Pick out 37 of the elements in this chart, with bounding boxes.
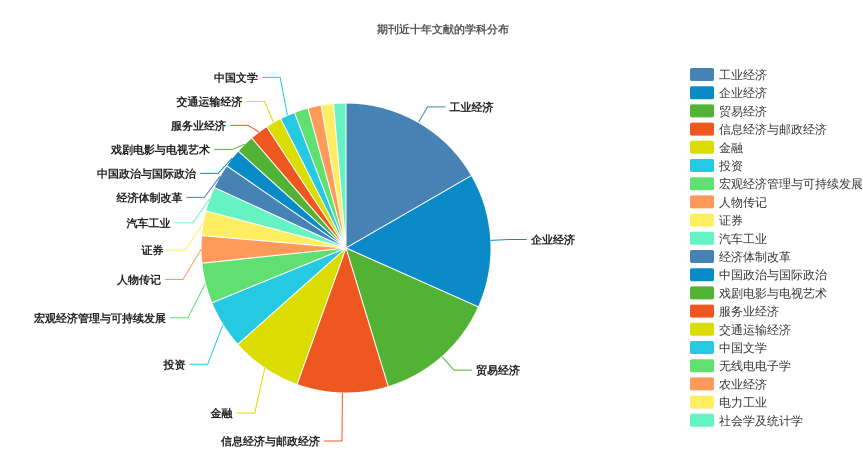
slice-label: 贸易经济 xyxy=(476,364,520,378)
slice-label: 中国政治与国际政治 xyxy=(97,167,198,180)
slice-label: 投资 xyxy=(162,358,186,372)
legend-label: 投资 xyxy=(718,159,743,173)
legend-label: 戏剧电影与电视艺术 xyxy=(719,286,827,300)
slice-label: 金融 xyxy=(210,407,234,420)
legend-label: 工业经济 xyxy=(719,68,767,82)
legend-label: 贸易经济 xyxy=(719,104,767,118)
slice-label: 汽车工业 xyxy=(126,216,171,230)
slice-label: 信息经济与邮政经济 xyxy=(220,435,320,448)
legend-label: 中国政治与国际政治 xyxy=(719,268,827,282)
legend-label: 交通运输经济 xyxy=(719,322,791,337)
legend-label: 中国文学 xyxy=(719,341,767,355)
slice-label: 戏剧电影与电视艺术 xyxy=(110,143,210,156)
slice-label: 交通运输经济 xyxy=(176,95,242,108)
legend-label: 企业经济 xyxy=(719,86,767,100)
legend-label: 农业经济 xyxy=(719,377,767,392)
legend-label: 汽车工业 xyxy=(719,232,767,246)
slice-label: 证券 xyxy=(140,244,164,258)
legend-label: 服务业经济 xyxy=(719,304,779,319)
chart-title: 期刊近十年文献的学科分布 xyxy=(376,23,509,36)
slice-label: 企业经济 xyxy=(530,233,575,246)
legend-label: 电力工业 xyxy=(719,396,767,410)
legend-label: 证券 xyxy=(719,214,743,228)
legend-label: 无线电电子学 xyxy=(719,359,791,374)
slice-label: 人物传记 xyxy=(116,274,162,287)
slice-label: 服务业经济 xyxy=(170,119,226,132)
legend-label: 经济体制改革 xyxy=(719,250,791,264)
slice-label: 宏观经济管理与可持续发展 xyxy=(32,312,166,325)
slice-label: 经济体制改革 xyxy=(115,191,182,204)
legend-label: 社会学及统计学 xyxy=(719,414,803,428)
slice-label: 中国文学 xyxy=(214,71,258,84)
legend-label: 金融 xyxy=(719,140,743,155)
legend-label: 人物传记 xyxy=(719,195,767,210)
legend-label: 宏观经济管理与可持续发展 xyxy=(719,177,863,192)
slice-label: 工业经济 xyxy=(448,100,494,114)
legend-label: 信息经济与邮政经济 xyxy=(719,122,827,137)
